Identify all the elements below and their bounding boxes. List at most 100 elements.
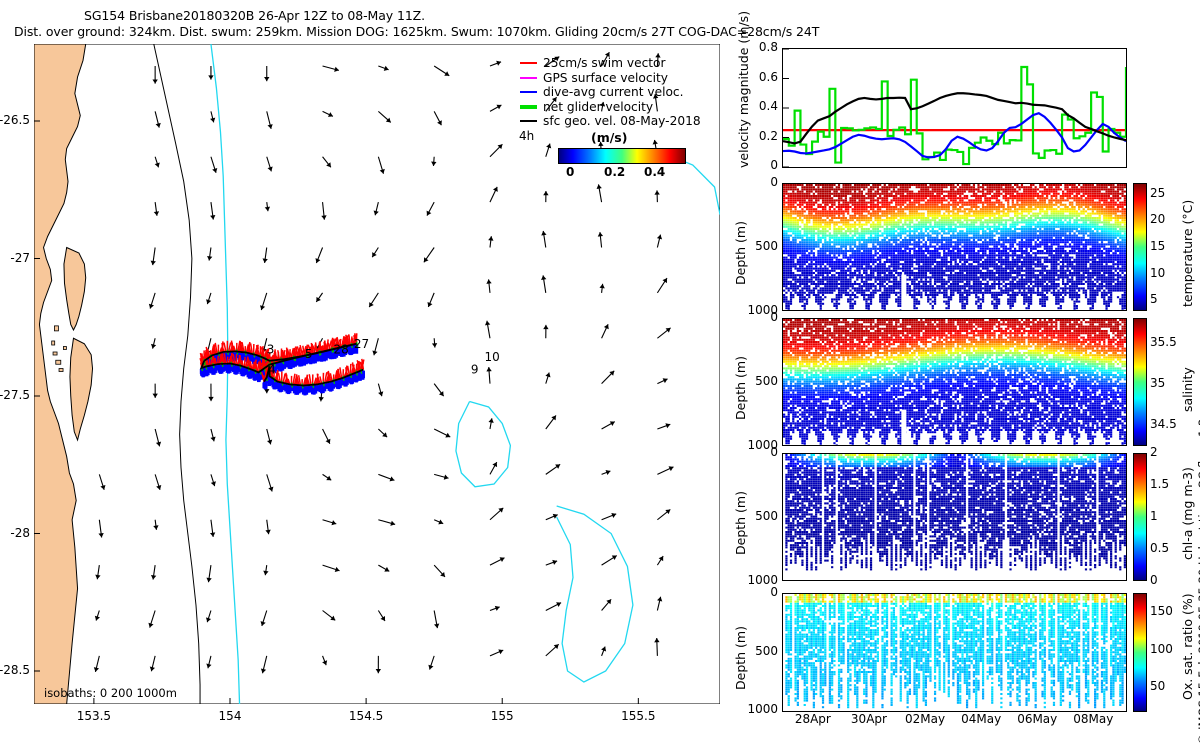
salinity-depth-tick: 0 [736, 310, 778, 324]
map-xtick: 154.5 [344, 709, 388, 723]
oxygen-panel[interactable] [782, 593, 1127, 712]
legend-swatch [520, 62, 537, 65]
legend-item: dive-avg current veloc. [520, 85, 701, 100]
legend-label: GPS surface velocity [543, 71, 668, 85]
velocity-colorbar-tick: 0.2 [604, 165, 625, 179]
chla-colorbar-tick: 1.5 [1150, 477, 1169, 491]
copyright-notice: © IMOS 15-Feb-2019 05:35:20 Hobart time.… [1196, 419, 1200, 745]
svg-text:28: 28 [333, 342, 348, 356]
velocity-ytick: 0.2 [742, 129, 778, 143]
map-legend: 25cm/s swim vector GPS surface velocity di… [520, 56, 701, 129]
salinity-colorbar [1133, 318, 1147, 446]
legend-label: net glider velocity [543, 100, 653, 114]
map-xtick: 153.5 [72, 709, 116, 723]
map-latitude-ticks: -26.5 -27 -27.5 -28 -28.5 [0, 0, 34, 750]
velocity-colorbar [558, 148, 686, 164]
svg-text:9: 9 [471, 362, 479, 376]
map-xtick: 155.5 [616, 709, 660, 723]
panel-xtick: 30Apr [841, 712, 897, 726]
svg-text:27: 27 [354, 337, 369, 351]
panel-xtick: 02May [897, 712, 953, 726]
oxygen-colorbar [1133, 593, 1147, 712]
legend-item: GPS surface velocity [520, 71, 701, 86]
legend-item: 25cm/s swim vector [520, 56, 701, 71]
isobaths-caption: isobaths: 0 200 1000m [44, 686, 177, 700]
velocity-panel[interactable] [782, 48, 1127, 168]
legend-swatch [520, 91, 537, 94]
svg-text:4: 4 [268, 362, 276, 376]
legend-label: sfc geo. vel. 08-May-2018 [543, 114, 701, 128]
velocity-ytick: 0.8 [742, 40, 778, 54]
chla-colorbar [1133, 453, 1147, 581]
map-ytick: -26.5 [0, 113, 30, 127]
map-ytick: -28 [0, 526, 30, 540]
svg-text:10: 10 [485, 350, 500, 364]
oxygen-depth-tick: 500 [736, 644, 778, 658]
temperature-panel[interactable] [782, 183, 1127, 311]
salinity-depth-tick: 500 [736, 374, 778, 388]
chla-colorbar-tick: 0.5 [1150, 541, 1169, 555]
oxygen-colorbar-tick: 150 [1150, 604, 1173, 618]
oxygen-section[interactable] [783, 594, 1126, 711]
panel-xtick: 28Apr [785, 712, 841, 726]
map-ytick: -27.5 [0, 388, 30, 402]
panel-xtick: 06May [1009, 712, 1065, 726]
salinity-section[interactable] [783, 319, 1126, 445]
legend-item: sfc geo. vel. 08-May-2018 [520, 114, 701, 129]
page-title: SG154 Brisbane20180320B 26-Apr 12Z to 08… [84, 8, 425, 23]
salinity-panel[interactable] [782, 318, 1127, 446]
velocity-ytick: 0 [742, 158, 778, 172]
legend-label: 25cm/s swim vector [543, 56, 666, 70]
temperature-section[interactable] [783, 184, 1126, 310]
map-ytick: -28.5 [0, 663, 30, 677]
legend-swatch [520, 76, 537, 79]
chla-depth-tick: 500 [736, 509, 778, 523]
svg-text:5: 5 [305, 347, 313, 361]
chla-panel[interactable] [782, 453, 1127, 581]
mission-summary: Dist. over ground: 324km. Dist. swum: 25… [14, 24, 819, 39]
temperature-colorbar-tick: 10 [1150, 266, 1165, 280]
scale-bar-label: 4h [519, 129, 534, 143]
temperature-depth-tick: 0 [736, 175, 778, 189]
temperature-depth-tick: 500 [736, 239, 778, 253]
chla-depth-tick: 0 [736, 445, 778, 459]
legend-swatch [520, 104, 537, 109]
panel-xtick: 04May [953, 712, 1009, 726]
velocity-ytick: 0.6 [742, 70, 778, 84]
oxygen-depth-tick: 0 [736, 585, 778, 599]
svg-text:3: 3 [267, 342, 275, 356]
legend-label: dive-avg current veloc. [543, 85, 684, 99]
salinity-colorbar-tick: 34.5 [1150, 417, 1177, 431]
salinity-colorbar-tick: 35 [1150, 376, 1165, 390]
temperature-colorbar-tick: 15 [1150, 239, 1165, 253]
temperature-colorbar-tick: 20 [1150, 212, 1165, 226]
salinity-depth-tick: 1000 [736, 438, 778, 452]
velocity-colorbar-title: (m/s) [591, 130, 627, 145]
chla-depth-tick: 1000 [736, 573, 778, 587]
map-ytick: -27 [0, 251, 30, 265]
map-xtick: 155 [480, 709, 524, 723]
velocity-colorbar-tick: 0 [566, 165, 574, 179]
chla-section[interactable] [783, 454, 1126, 580]
chla-colorbar-tick: 2 [1150, 445, 1158, 459]
temperature-depth-tick: 1000 [736, 303, 778, 317]
legend-item: net glider velocity [520, 100, 701, 115]
velocity-colorbar-tick: 0.4 [644, 165, 665, 179]
temperature-colorbar-tick: 5 [1150, 292, 1158, 306]
oxygen-colorbar-tick: 100 [1150, 642, 1173, 656]
panel-xtick: 08May [1065, 712, 1121, 726]
velocity-plot[interactable] [783, 49, 1126, 167]
map-xtick: 154 [208, 709, 252, 723]
legend-swatch [520, 120, 537, 123]
